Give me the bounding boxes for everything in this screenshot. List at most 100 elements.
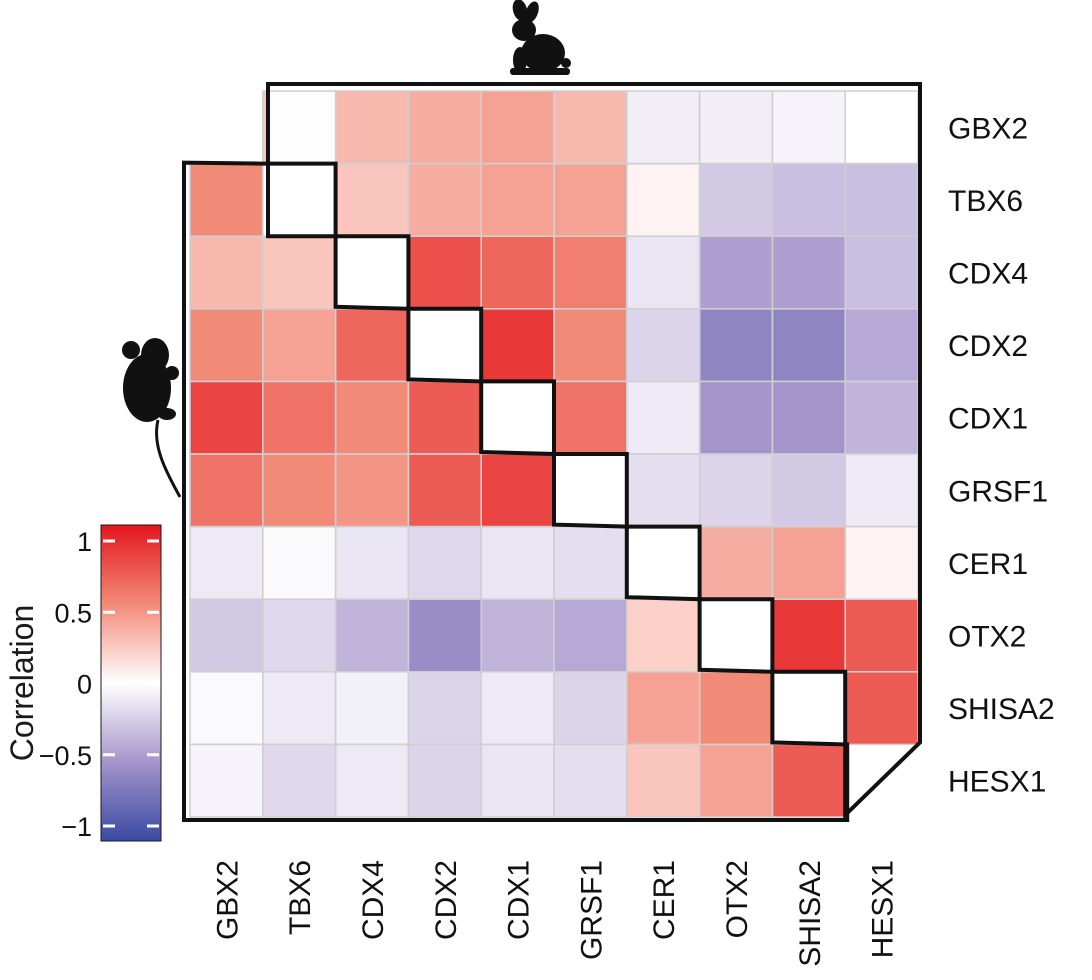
- heatmap-cell: [335, 454, 409, 527]
- heatmap-cell: [190, 671, 263, 745]
- row-label: SHISA2: [948, 693, 1055, 726]
- heatmap-cell: [190, 599, 263, 672]
- heatmap-cell: [554, 163, 627, 237]
- column-label: OTX2: [721, 860, 754, 938]
- heatmap-cell: [845, 236, 918, 309]
- column-labels: GBX2 TBX6 CDX4 CDX2 CDX1 GRSF1 CER1 OTX2 SHISA2 H…: [211, 860, 899, 967]
- heatmap-cell: [335, 163, 409, 237]
- heatmap-cell: [262, 526, 336, 600]
- heatmap-cell: [845, 381, 918, 454]
- heatmap-cell: [699, 671, 773, 745]
- column-label: SHISA2: [794, 860, 827, 967]
- heatmap-cell: [699, 744, 773, 817]
- heatmap-cell: [554, 744, 627, 817]
- heatmap-cell: [772, 526, 846, 600]
- column-label: CDX1: [503, 860, 536, 940]
- heatmap-cell: [554, 671, 627, 745]
- heatmap-cell: [408, 381, 482, 454]
- heatmap-cell: [262, 671, 336, 745]
- row-label: OTX2: [948, 621, 1026, 654]
- heatmap-cell: [335, 671, 409, 745]
- row-label: CDX2: [948, 330, 1028, 363]
- heatmap-cell: [262, 454, 336, 527]
- colorbar-label: Correlation: [4, 605, 40, 762]
- row-label: GRSF1: [948, 475, 1048, 508]
- heatmap-cell: [481, 526, 554, 600]
- heatmap-cell: [190, 744, 263, 817]
- column-label: CDX4: [357, 860, 390, 940]
- colorbar-tick-label: −1: [61, 812, 92, 842]
- heatmap-cell: [408, 236, 482, 309]
- heatmap-cell: [408, 744, 482, 817]
- heatmap-cell: [190, 454, 263, 527]
- heatmap-cell: [772, 163, 846, 237]
- row-label: CER1: [948, 548, 1028, 581]
- heatmap-cell: [408, 599, 482, 672]
- row-label: GBX2: [948, 112, 1028, 145]
- heatmap-cell: [772, 454, 846, 527]
- upper-triangle-outline: [266, 82, 922, 820]
- heatmap-cell: [262, 381, 336, 454]
- heatmap-cell: [262, 236, 336, 309]
- heatmap-cell: [481, 744, 554, 817]
- heatmap-cell: [699, 454, 773, 527]
- heatmap-cell: [335, 526, 409, 600]
- heatmap-cell: [626, 163, 700, 237]
- heatmap-cell: [626, 381, 700, 454]
- heatmap-cell: [772, 381, 846, 454]
- heatmap-cell: [335, 599, 409, 672]
- heatmap-cell: [554, 91, 627, 164]
- heatmap-cell: [626, 671, 700, 745]
- colorbar-tick-label: −0.5: [39, 741, 92, 771]
- heatmap-cell: [190, 526, 263, 600]
- heatmap-cell: [408, 526, 482, 600]
- heatmap-cell: [845, 599, 918, 672]
- heatmap-cell: [335, 308, 409, 382]
- heatmap-cell: [772, 91, 846, 164]
- heatmap-cell: [408, 163, 482, 237]
- colorbar-tick-label: 1: [77, 527, 92, 557]
- row-label: TBX6: [948, 185, 1023, 218]
- heatmap-cell: [481, 236, 554, 309]
- heatmap-cell: [190, 381, 263, 454]
- heatmap-cell: [699, 526, 773, 600]
- heatmap-cell: [699, 236, 773, 309]
- column-label: TBX6: [284, 860, 317, 935]
- colorbar-tick-label: 0.5: [54, 598, 92, 628]
- heatmap-cell: [481, 91, 554, 164]
- colorbar: 1 0.5 0 −0.5 −1 Correlation: [4, 524, 162, 842]
- heatmap-cell: [554, 526, 627, 600]
- heatmap-cell: [845, 308, 918, 382]
- heatmap-cell: [845, 163, 918, 237]
- heatmap-cell: [772, 308, 846, 382]
- heatmap-cell: [554, 308, 627, 382]
- row-label: HESX1: [948, 766, 1046, 799]
- heatmap-cell: [335, 744, 409, 817]
- heatmap-cell: [190, 163, 263, 237]
- heatmap-cell: [335, 91, 409, 164]
- triangle-outlines: [182, 82, 922, 822]
- heatmap-cell: [262, 744, 336, 817]
- heatmap-cell: [772, 744, 846, 817]
- heatmap-cell: [262, 599, 336, 672]
- column-label: HESX1: [867, 860, 900, 958]
- heatmap-cell: [481, 671, 554, 745]
- heatmap-cell: [554, 599, 627, 672]
- heatmap-cell: [408, 671, 482, 745]
- heatmap-cell: [262, 308, 336, 382]
- heatmap-cell: [626, 236, 700, 309]
- heatmap-cell: [699, 381, 773, 454]
- heatmap-cell: [554, 236, 627, 309]
- heatmap-cell: [335, 381, 409, 454]
- heatmap-cell: [408, 91, 482, 164]
- heatmap-cell: [772, 236, 846, 309]
- heatmap-cell: [626, 91, 700, 164]
- heatmap-cell: [626, 744, 700, 817]
- heatmap-cell: [481, 454, 554, 527]
- heatmap-cell: [699, 308, 773, 382]
- heatmap-cell: [481, 599, 554, 672]
- colorbar-ticks: 1 0.5 0 −0.5 −1: [39, 527, 159, 842]
- heatmap-cell: [699, 163, 773, 237]
- heatmap-cell: [845, 91, 918, 164]
